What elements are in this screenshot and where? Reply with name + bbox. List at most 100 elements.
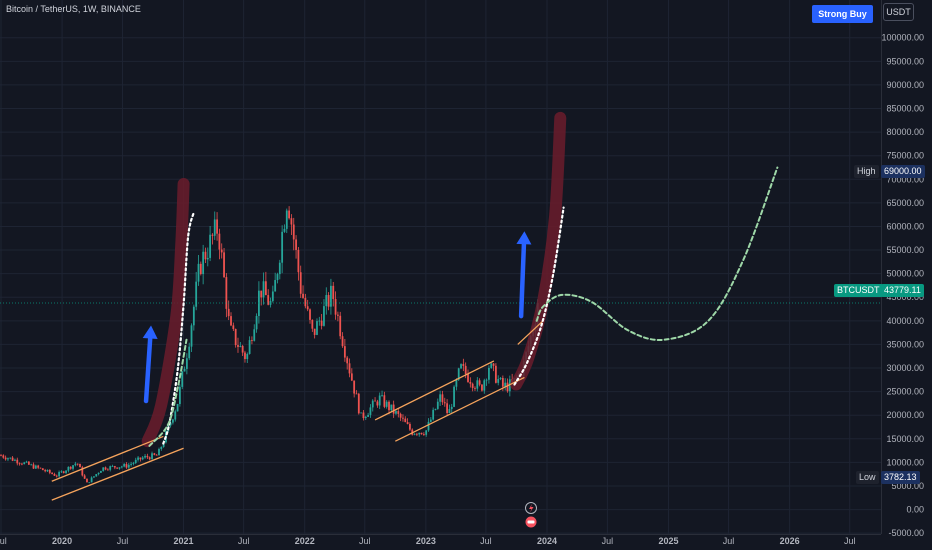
candle-body (111, 466, 114, 467)
parabolic-curve (513, 206, 565, 386)
candle-body (434, 408, 437, 410)
candle-body (504, 382, 507, 387)
x-tick-label: 2022 (295, 536, 315, 546)
candle-body (455, 379, 458, 387)
candle-body (492, 363, 495, 366)
candle-body (132, 462, 135, 464)
low-label: Low (856, 471, 879, 484)
candle-body (316, 321, 318, 335)
candle-body (313, 328, 316, 335)
candle-body (127, 464, 130, 468)
candle-body (306, 306, 309, 310)
x-tick-label: Jul (723, 536, 735, 546)
candle-body (392, 404, 395, 414)
candle-body (11, 457, 14, 461)
candle-body (67, 466, 70, 471)
candle-body (90, 477, 93, 483)
chart-title: Bitcoin / TetherUS, 1W, BINANCE (6, 4, 141, 14)
candle-body (406, 422, 409, 424)
candle-body (62, 471, 65, 473)
candle-body (399, 413, 402, 418)
candle-body (323, 306, 325, 326)
candle-body (211, 234, 214, 236)
x-tick-label: 2026 (780, 536, 800, 546)
candle-body (69, 466, 72, 469)
candle-body (95, 474, 98, 477)
candle-body (53, 473, 56, 476)
candle-body (7, 458, 9, 460)
candle-body (39, 467, 42, 469)
candle-body (146, 455, 149, 458)
y-tick-label: 90000.00 (886, 80, 924, 90)
candle-body (283, 228, 286, 232)
y-tick-label: -5000.00 (888, 528, 924, 538)
candle-body (320, 320, 323, 326)
candle-body (274, 280, 277, 292)
candle-body (302, 293, 304, 298)
candle-body (18, 463, 21, 465)
candle-body (446, 403, 448, 414)
candle-body (106, 469, 109, 471)
y-tick-label: 100000.00 (881, 33, 924, 43)
candle-body (506, 382, 509, 392)
candle-body (395, 411, 397, 414)
candle-body (223, 252, 225, 278)
candle-body (116, 467, 119, 469)
candle-body (151, 453, 153, 460)
candle-body (409, 423, 411, 430)
candle-body (427, 421, 430, 431)
candle-body (450, 406, 453, 410)
candle-body (343, 346, 346, 358)
candle-body (162, 442, 165, 447)
candle-body (339, 315, 342, 337)
candle-body (58, 472, 60, 477)
earnings-icon-mark (527, 520, 535, 524)
candle-body (81, 467, 84, 476)
candle-body (439, 394, 442, 402)
channel-line (51, 447, 184, 501)
candle-body (448, 409, 451, 414)
candle-body (234, 328, 237, 346)
candle-body (460, 364, 462, 369)
x-tick-label: 2023 (416, 536, 436, 546)
candle-body (309, 309, 311, 320)
candle-body (130, 463, 133, 465)
candle-body (172, 419, 174, 423)
strong-buy-button[interactable]: Strong Buy (812, 5, 873, 23)
lightning-icon-bolt (529, 504, 534, 513)
candle-body (155, 454, 158, 456)
candle-body (230, 316, 232, 326)
candle-body (478, 380, 481, 385)
y-tick-label: 40000.00 (886, 316, 924, 326)
candle-body (44, 470, 47, 472)
candle-body (2, 455, 5, 458)
candle-body (97, 472, 100, 475)
y-tick-label: 60000.00 (886, 221, 924, 231)
cycle-marker (141, 178, 190, 448)
x-tick-label: Jul (359, 536, 371, 546)
candle-body (60, 471, 63, 473)
lightning-icon (525, 502, 537, 514)
candle-body (297, 249, 300, 273)
candle-body (318, 320, 321, 322)
candle-body (0, 455, 2, 457)
candle-body (388, 401, 390, 411)
candle-body (381, 395, 383, 397)
y-tick-label: 25000.00 (886, 387, 924, 397)
candle-body (436, 401, 439, 409)
candle-body (65, 470, 67, 473)
candle-body (139, 457, 142, 460)
candle-body (311, 319, 314, 329)
candle-body (197, 263, 200, 282)
currency-button[interactable]: USDT (883, 3, 914, 21)
y-tick-label: 10000.00 (886, 457, 924, 467)
candle-body (109, 466, 112, 470)
projection-path (148, 338, 188, 447)
candle-body (158, 449, 160, 456)
high-value-label: 69000.00 (881, 165, 925, 178)
candle-body (227, 308, 230, 317)
candle-body (432, 409, 435, 420)
candle-body (271, 291, 274, 302)
candle-body (374, 400, 376, 402)
